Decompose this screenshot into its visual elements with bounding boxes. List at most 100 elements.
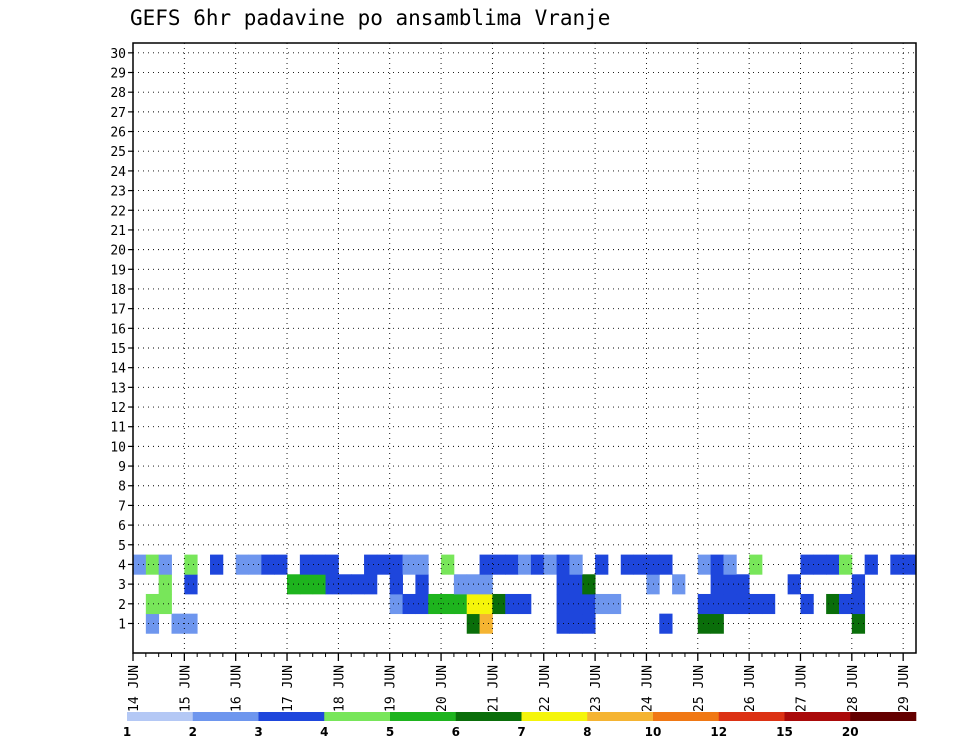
heat-cell [569, 613, 583, 634]
heat-cell [633, 554, 647, 575]
heat-cell [415, 593, 429, 615]
heat-cell [325, 574, 339, 595]
x-tick-label: 27 JUN [794, 665, 809, 712]
x-tick-label: 17 JUN [281, 665, 296, 712]
heat-cell [569, 593, 583, 615]
heat-cell [299, 554, 314, 575]
heat-cell [749, 554, 763, 575]
heat-cell [479, 593, 493, 615]
y-tick-label: 5 [118, 539, 126, 554]
heat-cell [479, 554, 493, 575]
heat-cell [145, 593, 160, 615]
x-tick-label: 14 JUN [127, 665, 142, 712]
chart-title: GEFS 6hr padavine po ansamblima Vranje [130, 6, 611, 30]
heat-cell [697, 554, 712, 575]
y-tick-label: 12 [110, 401, 126, 416]
y-tick-label: 20 [110, 244, 126, 259]
x-tick-label: 23 JUN [589, 665, 604, 712]
legend-label: 15 [776, 725, 793, 739]
heat-cell [453, 593, 468, 615]
legend-swatch [390, 712, 457, 721]
heat-cell [697, 613, 712, 634]
legend-label: 10 [645, 725, 662, 739]
heat-cell [312, 574, 326, 595]
x-tick-label: 16 JUN [230, 665, 245, 712]
legend-swatch [784, 712, 851, 721]
y-tick-label: 27 [110, 106, 126, 121]
heat-cell [903, 554, 917, 575]
heat-cell [248, 554, 262, 575]
legend-label: 3 [254, 725, 262, 739]
y-tick-label: 4 [118, 558, 126, 573]
heat-cell [158, 574, 172, 595]
y-tick-label: 13 [110, 381, 126, 396]
y-tick-label: 21 [110, 224, 126, 239]
legend-swatch [324, 712, 391, 721]
y-tick-label: 6 [118, 519, 126, 534]
heat-cell [659, 613, 673, 634]
x-tick-label: 18 JUN [332, 665, 347, 712]
heat-cell [530, 554, 545, 575]
y-tick-label: 23 [110, 185, 126, 200]
heat-cell [736, 593, 750, 615]
heat-cell [299, 574, 314, 595]
legend-label: 20 [842, 725, 859, 739]
heat-cell [518, 554, 532, 575]
heat-cell [428, 593, 442, 615]
y-tick-label: 30 [110, 47, 126, 62]
y-tick-label: 18 [110, 283, 126, 298]
heat-cell [813, 554, 827, 575]
y-tick-label: 10 [110, 440, 126, 455]
heat-cell [184, 574, 198, 595]
heat-cell [505, 593, 519, 615]
heat-cell [453, 574, 468, 595]
heat-cell [389, 593, 403, 615]
heat-cell [710, 613, 724, 634]
heat-cell [145, 554, 160, 575]
heat-cell [505, 554, 519, 575]
heat-cell [659, 554, 673, 575]
heat-cell [325, 554, 339, 575]
legend-swatch [850, 712, 917, 721]
y-tick-label: 29 [110, 67, 126, 82]
legend-swatch [455, 712, 522, 721]
heat-cell [415, 554, 429, 575]
heat-cell [402, 593, 416, 615]
x-tick-label: 20 JUN [435, 665, 450, 712]
heat-cell [787, 574, 801, 595]
y-tick-label: 1 [118, 617, 126, 632]
heat-cell [441, 554, 455, 575]
heat-cell [158, 554, 172, 575]
x-tick-label: 26 JUN [743, 665, 758, 712]
legend-label: 2 [189, 725, 197, 739]
heat-cell [864, 554, 878, 575]
heat-cell [492, 593, 506, 615]
heat-cell [518, 593, 532, 615]
heat-cell [723, 593, 737, 615]
heat-cell [569, 554, 583, 575]
heat-cell [569, 574, 583, 595]
legend-label: 12 [710, 725, 727, 739]
legend-label: 1 [123, 725, 131, 739]
heat-cell [607, 593, 622, 615]
heat-cell [826, 554, 840, 575]
x-tick-label: 25 JUN [692, 665, 707, 712]
heat-cell [595, 593, 609, 615]
heat-cell [697, 593, 712, 615]
heat-cell [210, 554, 224, 575]
legend-label: 5 [386, 725, 394, 739]
x-tick-label: 21 JUN [486, 665, 501, 712]
heat-cell [133, 554, 147, 575]
y-tick-label: 22 [110, 204, 126, 219]
heat-cell [479, 613, 493, 634]
legend-swatch [587, 712, 654, 721]
y-tick-label: 3 [118, 578, 126, 593]
heat-cell [184, 613, 198, 634]
y-tick-label: 15 [110, 342, 126, 357]
heat-cell [710, 574, 724, 595]
legend-swatch [127, 712, 194, 721]
y-tick-label: 8 [118, 480, 126, 495]
y-tick-label: 7 [118, 499, 126, 514]
legend-label: 7 [517, 725, 525, 739]
